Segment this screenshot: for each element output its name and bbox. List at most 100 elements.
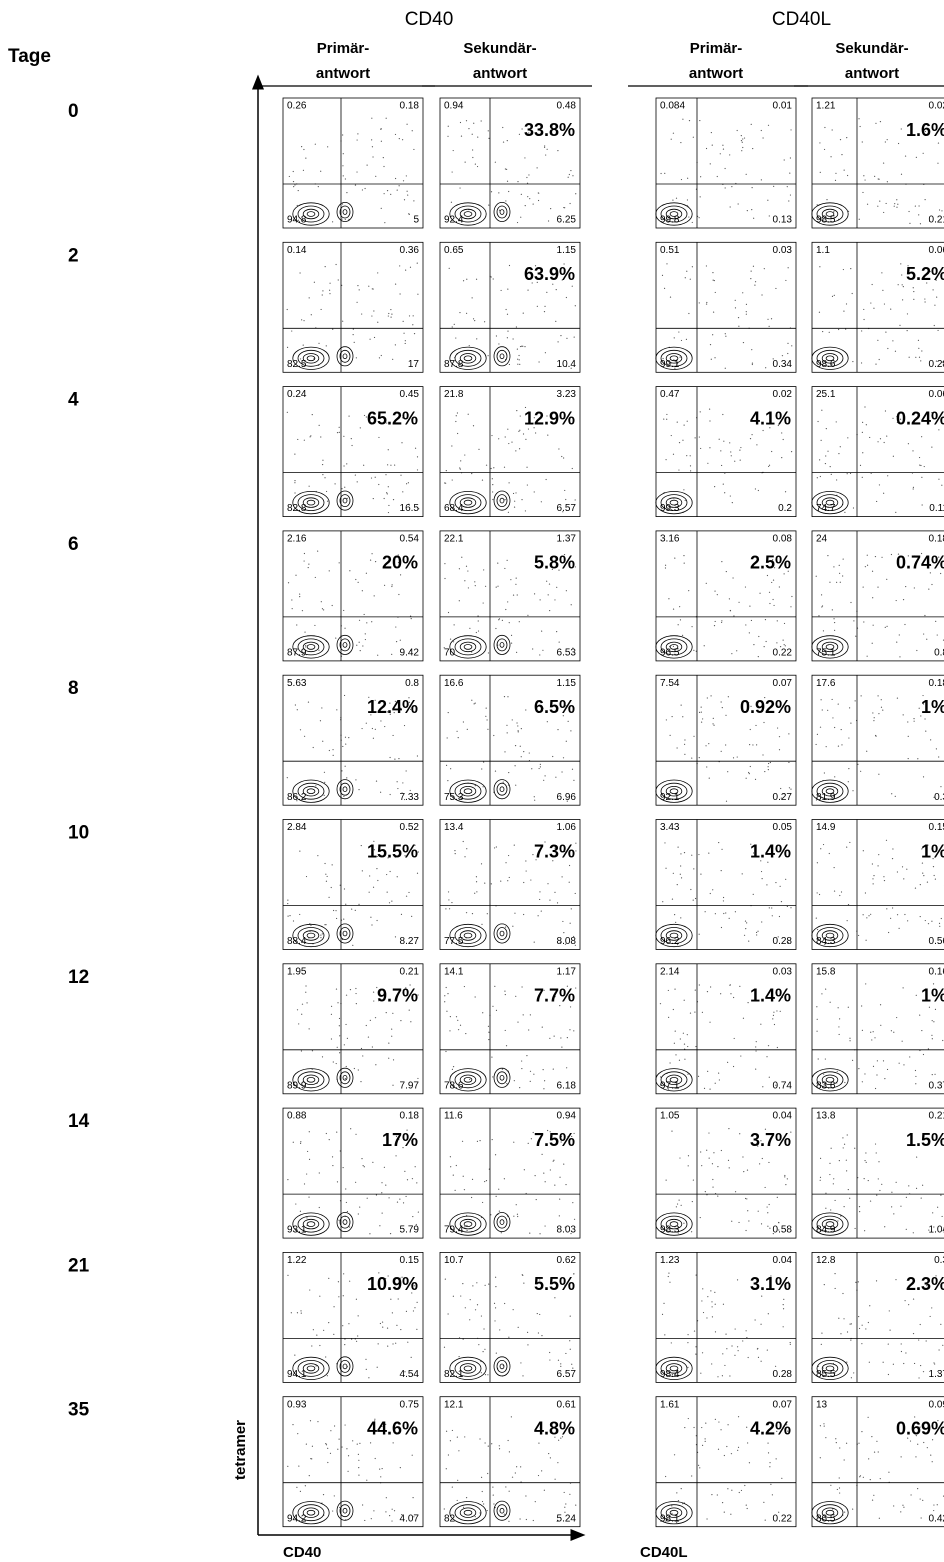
event-dot — [839, 1492, 841, 1494]
event-dot — [712, 1178, 714, 1181]
event-dot — [941, 210, 943, 212]
event-dot — [819, 726, 822, 728]
event-dot — [774, 1365, 777, 1367]
contour — [306, 499, 316, 506]
event-dot — [913, 555, 916, 557]
event-dot — [569, 1029, 571, 1031]
event-dot — [399, 1198, 401, 1200]
event-dot — [464, 161, 466, 163]
event-dot — [497, 562, 499, 564]
event-dot — [361, 313, 363, 315]
quadrant-value: 0.04 — [773, 1111, 793, 1122]
event-dot — [917, 339, 920, 341]
event-dot — [291, 608, 293, 610]
event-dot — [906, 313, 909, 315]
event-dot — [325, 924, 327, 926]
contour — [339, 205, 351, 219]
event-dot — [488, 1038, 490, 1041]
event-dot — [527, 1344, 529, 1346]
event-dot — [876, 1074, 878, 1076]
x-axis-label: CD40L — [640, 1544, 688, 1561]
contour — [297, 1504, 325, 1522]
event-dot — [676, 747, 678, 749]
event-dot — [449, 1440, 452, 1442]
contour — [655, 490, 693, 515]
event-dot — [566, 1067, 568, 1069]
event-dot — [679, 606, 681, 608]
event-dot — [670, 434, 672, 437]
event-dot — [297, 219, 299, 221]
event-dot — [344, 1078, 346, 1080]
event-dot — [385, 1423, 387, 1425]
event-dot — [679, 1038, 681, 1040]
event-dot — [504, 1302, 506, 1305]
event-dot — [732, 757, 735, 759]
event-dot — [884, 410, 887, 412]
event-dot — [775, 881, 777, 884]
event-dot — [698, 436, 700, 438]
event-dot — [661, 1313, 664, 1315]
event-dot — [383, 165, 385, 168]
event-dot — [517, 358, 519, 360]
event-dot — [840, 1333, 842, 1335]
event-dot — [355, 1002, 357, 1005]
event-dot — [383, 497, 385, 500]
event-dot — [891, 1191, 893, 1193]
event-dot — [471, 1196, 473, 1199]
event-dot — [372, 156, 374, 158]
event-dot — [456, 1499, 458, 1502]
event-dot — [714, 1331, 717, 1333]
event-dot — [495, 846, 497, 848]
event-dot — [676, 421, 678, 423]
event-dot — [829, 581, 831, 583]
percentage-label: 2.3% — [906, 1274, 944, 1294]
quadrant-value: 14.9 — [816, 822, 836, 833]
event-dot — [337, 1281, 340, 1283]
contour — [816, 1215, 844, 1233]
event-dot — [768, 591, 771, 593]
event-dot — [864, 406, 866, 408]
event-dot — [331, 1156, 334, 1158]
event-dot — [788, 787, 791, 789]
event-dot — [721, 621, 723, 624]
event-dot — [732, 1065, 735, 1068]
event-dot — [700, 873, 702, 875]
event-dot — [820, 594, 823, 596]
event-dot — [514, 1472, 516, 1474]
event-dot — [476, 1282, 478, 1284]
quadrant-value: 5.24 — [557, 1513, 577, 1524]
percentage-label: 3.1% — [750, 1274, 791, 1294]
event-dot — [373, 336, 376, 339]
event-dot — [369, 875, 371, 877]
event-dot — [896, 415, 898, 418]
event-dot — [571, 1135, 573, 1138]
event-dot — [412, 1497, 414, 1499]
event-dot — [465, 120, 468, 122]
event-dot — [376, 855, 378, 858]
event-dot — [905, 585, 907, 588]
contour — [825, 1509, 835, 1516]
event-dot — [725, 335, 727, 337]
event-dot — [352, 944, 354, 947]
event-dot — [387, 511, 390, 514]
event-dot — [539, 763, 541, 765]
event-dot — [572, 1367, 574, 1369]
event-dot — [321, 933, 323, 935]
event-dot — [323, 771, 326, 773]
percentage-label: 17% — [382, 1130, 418, 1150]
event-dot — [344, 218, 346, 221]
contour — [339, 349, 351, 363]
event-dot — [574, 499, 576, 501]
event-dot — [739, 459, 741, 461]
event-dot — [903, 878, 905, 880]
event-dot — [494, 770, 497, 772]
event-dot — [389, 793, 391, 796]
event-dot — [889, 1329, 891, 1331]
event-dot — [402, 782, 404, 784]
event-dot — [372, 1161, 374, 1163]
event-dot — [772, 358, 774, 360]
event-dot — [292, 920, 295, 922]
event-dot — [843, 1143, 846, 1145]
event-dot — [331, 864, 333, 866]
event-dot — [488, 1283, 490, 1285]
